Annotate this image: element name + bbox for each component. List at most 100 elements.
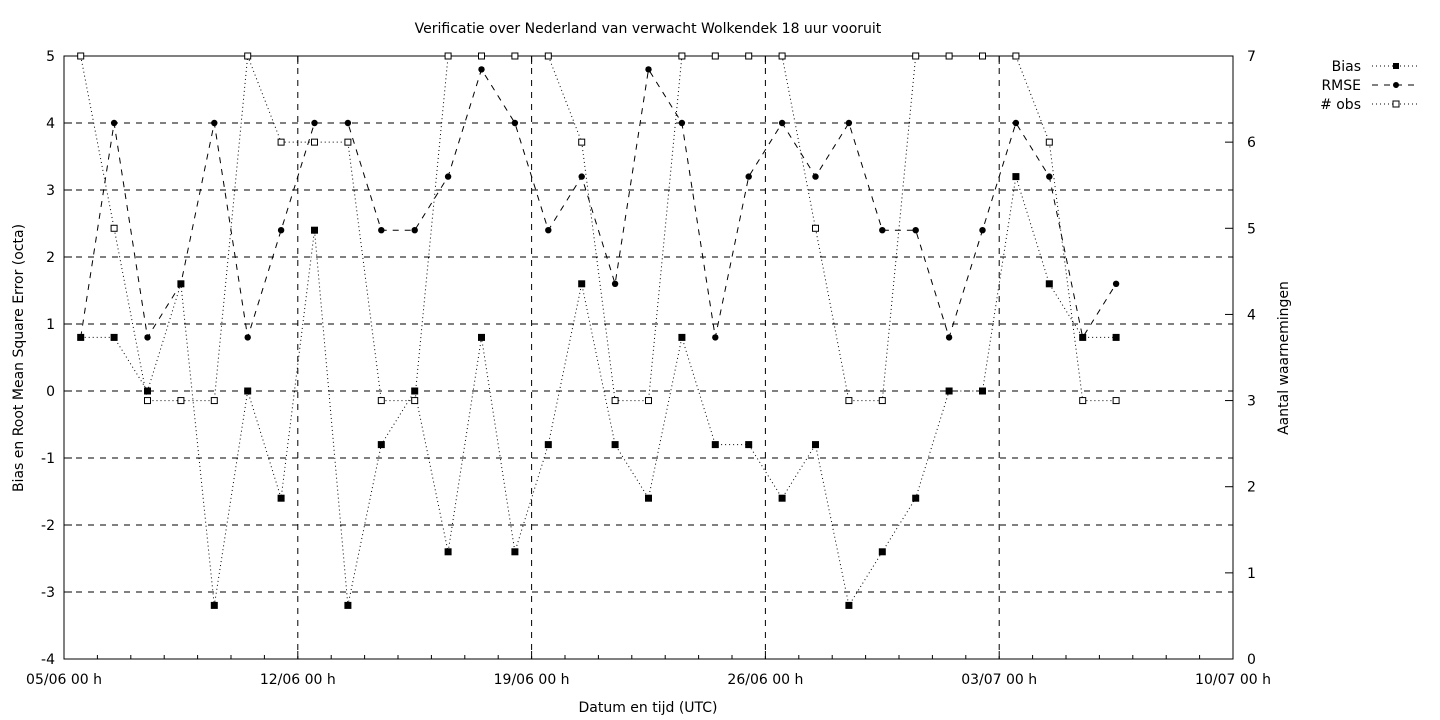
obs-point xyxy=(311,138,318,146)
obs-point xyxy=(745,52,753,60)
obs-point xyxy=(411,397,419,405)
obs-point xyxy=(611,397,619,405)
obs-point xyxy=(377,397,385,405)
series-layer xyxy=(77,52,1120,609)
legend-label-bias: Bias xyxy=(1332,59,1361,75)
y-tick-label: 5 xyxy=(46,49,55,65)
obs-point xyxy=(645,397,652,405)
bias-point xyxy=(945,387,953,395)
rmse-point xyxy=(745,173,752,180)
grid xyxy=(64,56,1233,659)
bias-point xyxy=(678,333,686,341)
y-tick-labels: -4 -3 -2 -1 0 1 2 3 4 5 xyxy=(41,49,55,668)
y2-tick-label: 0 xyxy=(1247,652,1256,668)
rmse-point xyxy=(1012,119,1020,127)
rmse-point xyxy=(778,119,786,127)
rmse-point xyxy=(979,227,986,234)
obs-point xyxy=(77,52,85,60)
obs-point xyxy=(1012,52,1020,60)
rmse-point xyxy=(812,173,819,180)
rmse-point xyxy=(277,227,285,234)
rmse-point xyxy=(244,334,251,341)
obs-point xyxy=(912,52,920,60)
bias-point xyxy=(511,548,519,556)
rmse-point xyxy=(411,227,418,234)
bias-point xyxy=(244,387,252,395)
x-tick-label: 19/06 00 h xyxy=(494,672,570,688)
bias-point xyxy=(444,548,452,556)
rmse-point xyxy=(678,119,686,127)
rmse-point xyxy=(912,227,919,234)
bias-point xyxy=(578,280,586,288)
y2-tick-label: 4 xyxy=(1247,307,1256,323)
obs-point xyxy=(344,138,352,146)
bias-point xyxy=(544,441,552,449)
bias-point xyxy=(1112,333,1120,341)
bias-point xyxy=(878,548,886,556)
obs-point xyxy=(210,397,218,405)
x-tick-label: 05/06 00 h xyxy=(26,672,102,688)
obs-point xyxy=(1079,397,1087,405)
bias-point xyxy=(812,441,819,449)
obs-point xyxy=(478,52,485,60)
rmse-point xyxy=(378,227,385,234)
y-tick-label: 0 xyxy=(46,384,55,400)
bias-point xyxy=(311,226,318,234)
x-tick-label: 10/07 00 h xyxy=(1195,672,1271,688)
obs-point xyxy=(1112,397,1120,405)
legend-marker-bias xyxy=(1393,63,1399,69)
rmse-point xyxy=(712,334,719,341)
y-tick-label: 2 xyxy=(46,250,55,266)
obs-point xyxy=(945,52,953,60)
y-tick-label: -2 xyxy=(41,518,55,534)
bias-point xyxy=(611,441,619,449)
y-tick-label: -1 xyxy=(41,451,55,467)
y-tick-label: 1 xyxy=(46,317,55,333)
y2-tick-labels: 0 1 2 3 4 5 6 7 xyxy=(1247,49,1256,668)
obs-point xyxy=(1045,138,1053,146)
series-line-rmse xyxy=(80,67,1117,340)
rmse-point xyxy=(444,173,452,180)
bias-point xyxy=(778,494,786,502)
rmse-point xyxy=(645,66,652,73)
bias-point xyxy=(411,387,419,395)
rmse-point xyxy=(1079,334,1086,341)
chart-title: Verificatie over Nederland van verwacht … xyxy=(415,21,882,37)
obs-point xyxy=(110,224,118,232)
rmse-point xyxy=(511,119,519,127)
y2-tick-label: 3 xyxy=(1247,394,1256,410)
rmse-point xyxy=(77,334,84,341)
obs-point xyxy=(711,52,719,60)
y-tick-label: -4 xyxy=(41,652,55,668)
rmse-point xyxy=(177,280,185,287)
y-tick-label: 3 xyxy=(46,183,55,199)
rmse-point xyxy=(144,334,151,341)
bias-point xyxy=(210,601,218,609)
bias-point xyxy=(144,387,151,395)
rmse-point xyxy=(845,119,853,127)
bias-point xyxy=(745,441,753,449)
obs-point xyxy=(778,52,786,60)
rmse-point xyxy=(611,280,619,287)
x-tick-label: 12/06 00 h xyxy=(260,672,336,688)
obs-point xyxy=(511,52,519,60)
rmse-point xyxy=(879,227,886,234)
rmse-point xyxy=(1046,173,1053,180)
y2-tick-label: 6 xyxy=(1247,135,1256,151)
rmse-point xyxy=(1112,280,1120,287)
y2-axis-label: Aantal waarnemingen xyxy=(1276,281,1292,435)
legend-marker-rmse xyxy=(1393,82,1399,88)
obs-point xyxy=(444,52,452,60)
legend-label-rmse: RMSE xyxy=(1321,78,1361,94)
obs-point xyxy=(244,52,252,60)
bias-point xyxy=(645,494,652,502)
obs-point xyxy=(678,52,686,60)
bias-point xyxy=(912,494,920,502)
bias-point xyxy=(1045,280,1053,288)
bias-point xyxy=(344,601,352,609)
rmse-point xyxy=(545,227,552,234)
rmse-point xyxy=(110,119,118,127)
rmse-point xyxy=(211,119,218,127)
